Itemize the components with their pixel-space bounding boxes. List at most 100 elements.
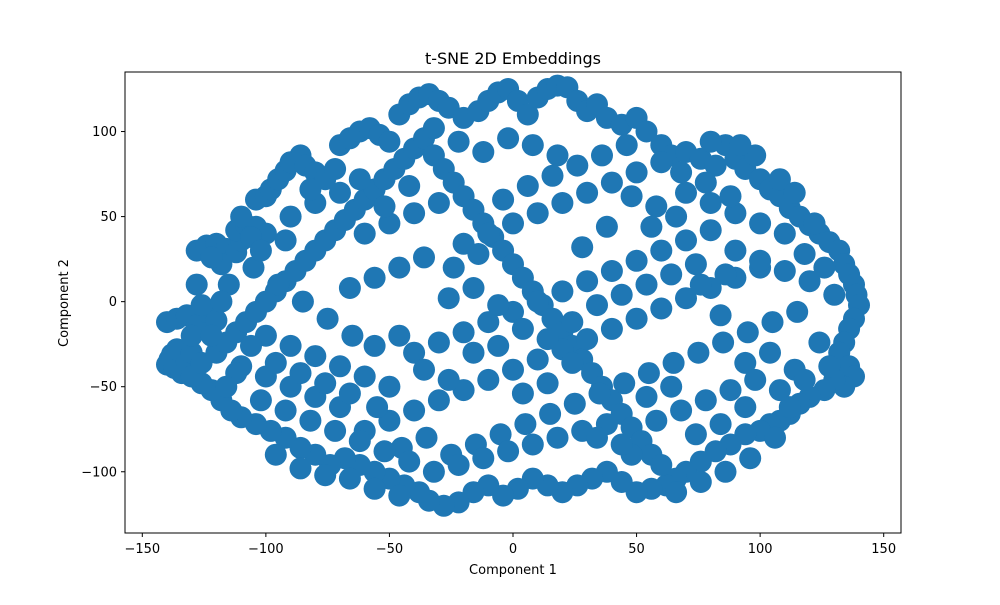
y-tick-label: 0: [109, 295, 117, 310]
x-tick-label: −100: [248, 542, 284, 557]
scatter-point: [650, 151, 673, 174]
scatter-point: [566, 154, 589, 177]
scatter-point: [650, 454, 673, 476]
scatter-point: [709, 413, 732, 436]
scatter-point: [704, 154, 727, 177]
scatter-point: [783, 181, 806, 204]
scatter-point: [694, 389, 717, 412]
scatter-point: [675, 181, 697, 204]
scatter-point: [521, 134, 544, 157]
scatter-point: [588, 382, 611, 405]
scatter-point: [477, 311, 500, 334]
scatter-point: [185, 273, 208, 296]
scatter-point: [600, 317, 623, 340]
y-axis-ticks: −100 −50 0 50 100: [81, 125, 125, 480]
scatter-point: [645, 409, 668, 432]
scatter-point: [388, 484, 411, 507]
scatter-point: [625, 307, 648, 330]
scatter-point: [472, 141, 495, 163]
scatter-point: [576, 270, 599, 293]
scatter-point: [415, 426, 438, 449]
scatter-point: [694, 171, 717, 194]
scatter-point: [403, 202, 426, 225]
scatter-point: [472, 447, 495, 470]
scatter-point: [526, 202, 549, 225]
scatter-point: [413, 358, 435, 381]
scatter-point: [546, 426, 569, 449]
scatter-point: [363, 477, 386, 500]
scatter-point: [803, 212, 826, 235]
scatter-point: [761, 311, 784, 334]
scatter-point: [773, 222, 796, 245]
scatter-point: [635, 120, 658, 143]
scatter-point: [808, 331, 831, 354]
scatter-point: [798, 270, 821, 293]
y-tick-label: 100: [92, 125, 117, 140]
scatter-point: [768, 379, 791, 402]
scatter-point: [764, 426, 786, 449]
scatter-point: [452, 321, 475, 344]
scatter-point: [348, 168, 371, 191]
scatter-point: [660, 375, 683, 398]
scatter-point: [749, 249, 772, 272]
scatter-point: [338, 382, 361, 405]
x-tick-label: 0: [509, 542, 517, 557]
scatter-point: [724, 239, 747, 262]
scatter-point: [279, 334, 302, 357]
scatter-point: [516, 103, 539, 126]
scatter-point: [551, 192, 574, 214]
scatter-point: [675, 229, 697, 252]
scatter-point: [689, 273, 712, 296]
scatter-point: [675, 287, 697, 310]
scatter-point: [684, 253, 707, 276]
scatter-point: [289, 457, 312, 480]
scatter-point: [378, 212, 401, 235]
scatter-point: [635, 273, 658, 296]
scatter-point: [576, 328, 599, 351]
scatter-point: [620, 185, 643, 208]
scatter-point: [316, 307, 339, 330]
scatter-point: [571, 236, 594, 259]
scatter-point: [561, 311, 584, 334]
scatter-point: [230, 205, 253, 228]
scatter-point: [714, 460, 737, 483]
scatter-point: [324, 419, 347, 442]
scatter-point: [539, 402, 562, 425]
scatter-point: [477, 368, 500, 391]
scatter-point: [662, 351, 685, 374]
scatter-point: [422, 460, 445, 483]
scatter-point: [699, 219, 722, 242]
chart-title: t-SNE 2D Embeddings: [425, 49, 601, 68]
x-axis-label: Component 1: [469, 563, 557, 578]
scatter-point: [521, 433, 544, 456]
scatter-point: [729, 134, 752, 157]
scatter-point: [378, 375, 401, 398]
scatter-point: [793, 368, 816, 391]
scatter-point: [487, 294, 510, 317]
scatter-point: [249, 389, 272, 412]
scatter-point: [314, 372, 337, 395]
x-tick-label: 50: [628, 542, 645, 557]
scatter-point: [665, 205, 688, 228]
scatter-point: [264, 351, 287, 374]
scatter-point: [516, 175, 539, 197]
scatter-point: [264, 443, 287, 466]
scatter-point: [714, 263, 737, 286]
scatter-point: [660, 263, 683, 286]
scatter-point: [489, 423, 512, 446]
scatter-point: [563, 392, 586, 415]
scatter-point: [422, 117, 445, 140]
scatter-point: [341, 324, 364, 347]
y-tick-label: −50: [90, 380, 117, 395]
scatter-point: [687, 341, 710, 364]
scatter-point: [502, 358, 524, 381]
scatter-point: [180, 324, 203, 347]
scatter-point: [793, 243, 816, 265]
scatter-point: [615, 134, 638, 157]
scatter-point: [625, 161, 648, 184]
scatter-point: [637, 362, 660, 385]
scatter-point: [719, 185, 742, 208]
scatter-point: [462, 341, 485, 364]
scatter-point: [249, 239, 272, 262]
